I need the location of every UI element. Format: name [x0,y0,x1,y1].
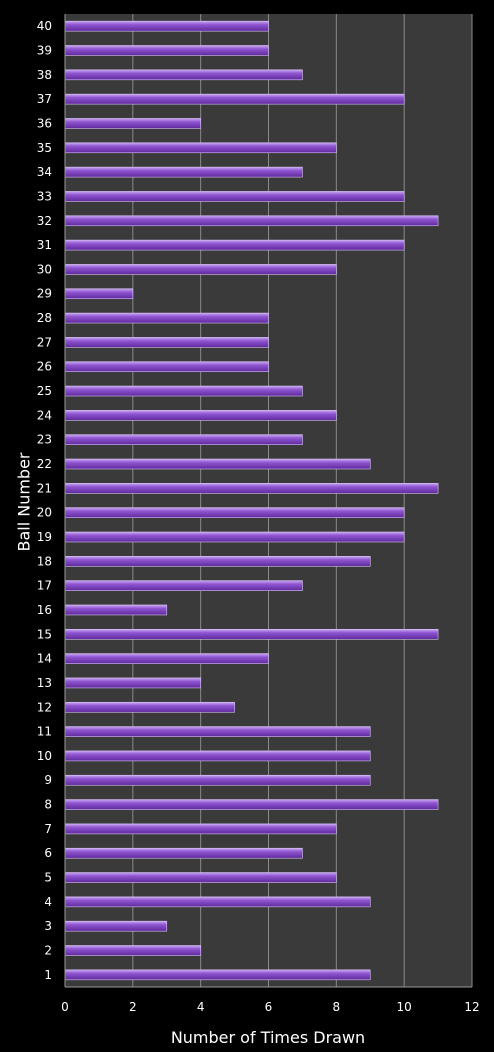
bar [64,20,269,32]
y-tick-label: 15 [37,627,52,641]
y-tick-label: 23 [37,433,52,447]
x-tick-label: 12 [464,1000,479,1014]
bar [64,896,371,908]
y-tick-label: 36 [37,116,52,130]
x-tick-labels: 0 2 4 6 8 10 12 [61,1000,479,1014]
bar [64,823,337,835]
x-tick-label: 10 [397,1000,412,1014]
bar [64,264,337,275]
bar [64,847,303,859]
y-tick-label: 8 [44,798,52,812]
y-tick-label: 38 [37,68,52,82]
y-tick-label: 6 [44,846,52,860]
y-tick-label: 5 [44,871,52,885]
bar [64,628,439,640]
y-tick-label: 22 [37,457,52,471]
y-tick-label: 3 [44,919,52,933]
bar [64,920,168,932]
bar [64,750,371,762]
bar [64,410,337,421]
y-tick-label: 25 [37,384,52,398]
y-tick-label: 4 [44,895,52,909]
bar [64,142,337,154]
y-tick-label: 26 [37,360,52,374]
y-tick-label: 40 [37,19,52,33]
y-tick-label: 31 [37,238,52,252]
y-axis-title: Ball Number [14,452,34,552]
bar [64,118,201,129]
bar [64,458,371,470]
bar [64,556,371,567]
bar [64,969,371,981]
y-tick-label: 20 [37,506,52,520]
bar [64,653,269,664]
y-tick-label: 19 [37,530,52,544]
y-tick-label: 9 [44,773,52,787]
bar [64,337,269,348]
x-tick-label: 0 [61,1000,69,1014]
bar [64,872,337,883]
y-tick-label: 27 [37,335,52,349]
y-tick-label: 14 [37,652,52,666]
bar [64,434,303,445]
y-tick-label: 1 [44,968,52,982]
bar [64,312,269,324]
bar [64,69,303,81]
bar [64,580,303,591]
bar [64,945,201,956]
y-tick-label: 18 [37,554,52,568]
y-tick-label: 7 [44,822,52,836]
bar [64,288,134,300]
y-tick-label: 24 [37,408,52,422]
y-tick-label: 29 [37,287,52,301]
y-tick-label: 28 [37,311,52,325]
y-tick-label: 37 [37,92,52,106]
bar [64,483,439,494]
y-tick-label: 39 [37,43,52,57]
x-tick-label: 8 [333,1000,341,1014]
x-tick-label: 2 [129,1000,137,1014]
y-tick-label: 2 [44,944,52,958]
x-axis-title: Number of Times Drawn [170,1028,366,1047]
y-tick-label: 17 [37,579,52,593]
y-tick-labels: 1234567891011121314151617181920212223242… [37,19,52,982]
bar [64,191,405,202]
x-tick-label: 4 [197,1000,205,1014]
bar [64,93,405,105]
bar [64,531,405,543]
bar [64,239,405,251]
y-tick-label: 34 [37,165,52,179]
bar [64,604,168,616]
y-tick-label: 35 [37,141,52,155]
y-tick-label: 21 [37,481,52,495]
y-tick-label: 13 [37,676,52,690]
y-tick-label: 10 [37,749,52,763]
bar [64,507,405,518]
y-tick-label: 16 [37,603,52,617]
bar [64,215,439,227]
x-tick-label: 6 [265,1000,273,1014]
bar [64,385,303,397]
bar [64,166,303,178]
bar [64,726,371,737]
y-tick-label: 32 [37,214,52,228]
bar [64,45,269,56]
y-tick-label: 33 [37,189,52,203]
y-tick-label: 30 [37,262,52,276]
bar [64,677,201,689]
bar [64,799,439,810]
bar [64,701,235,713]
y-tick-label: 11 [37,725,52,739]
y-tick-label: 12 [37,700,52,714]
bar [64,361,269,373]
bar [64,774,371,786]
